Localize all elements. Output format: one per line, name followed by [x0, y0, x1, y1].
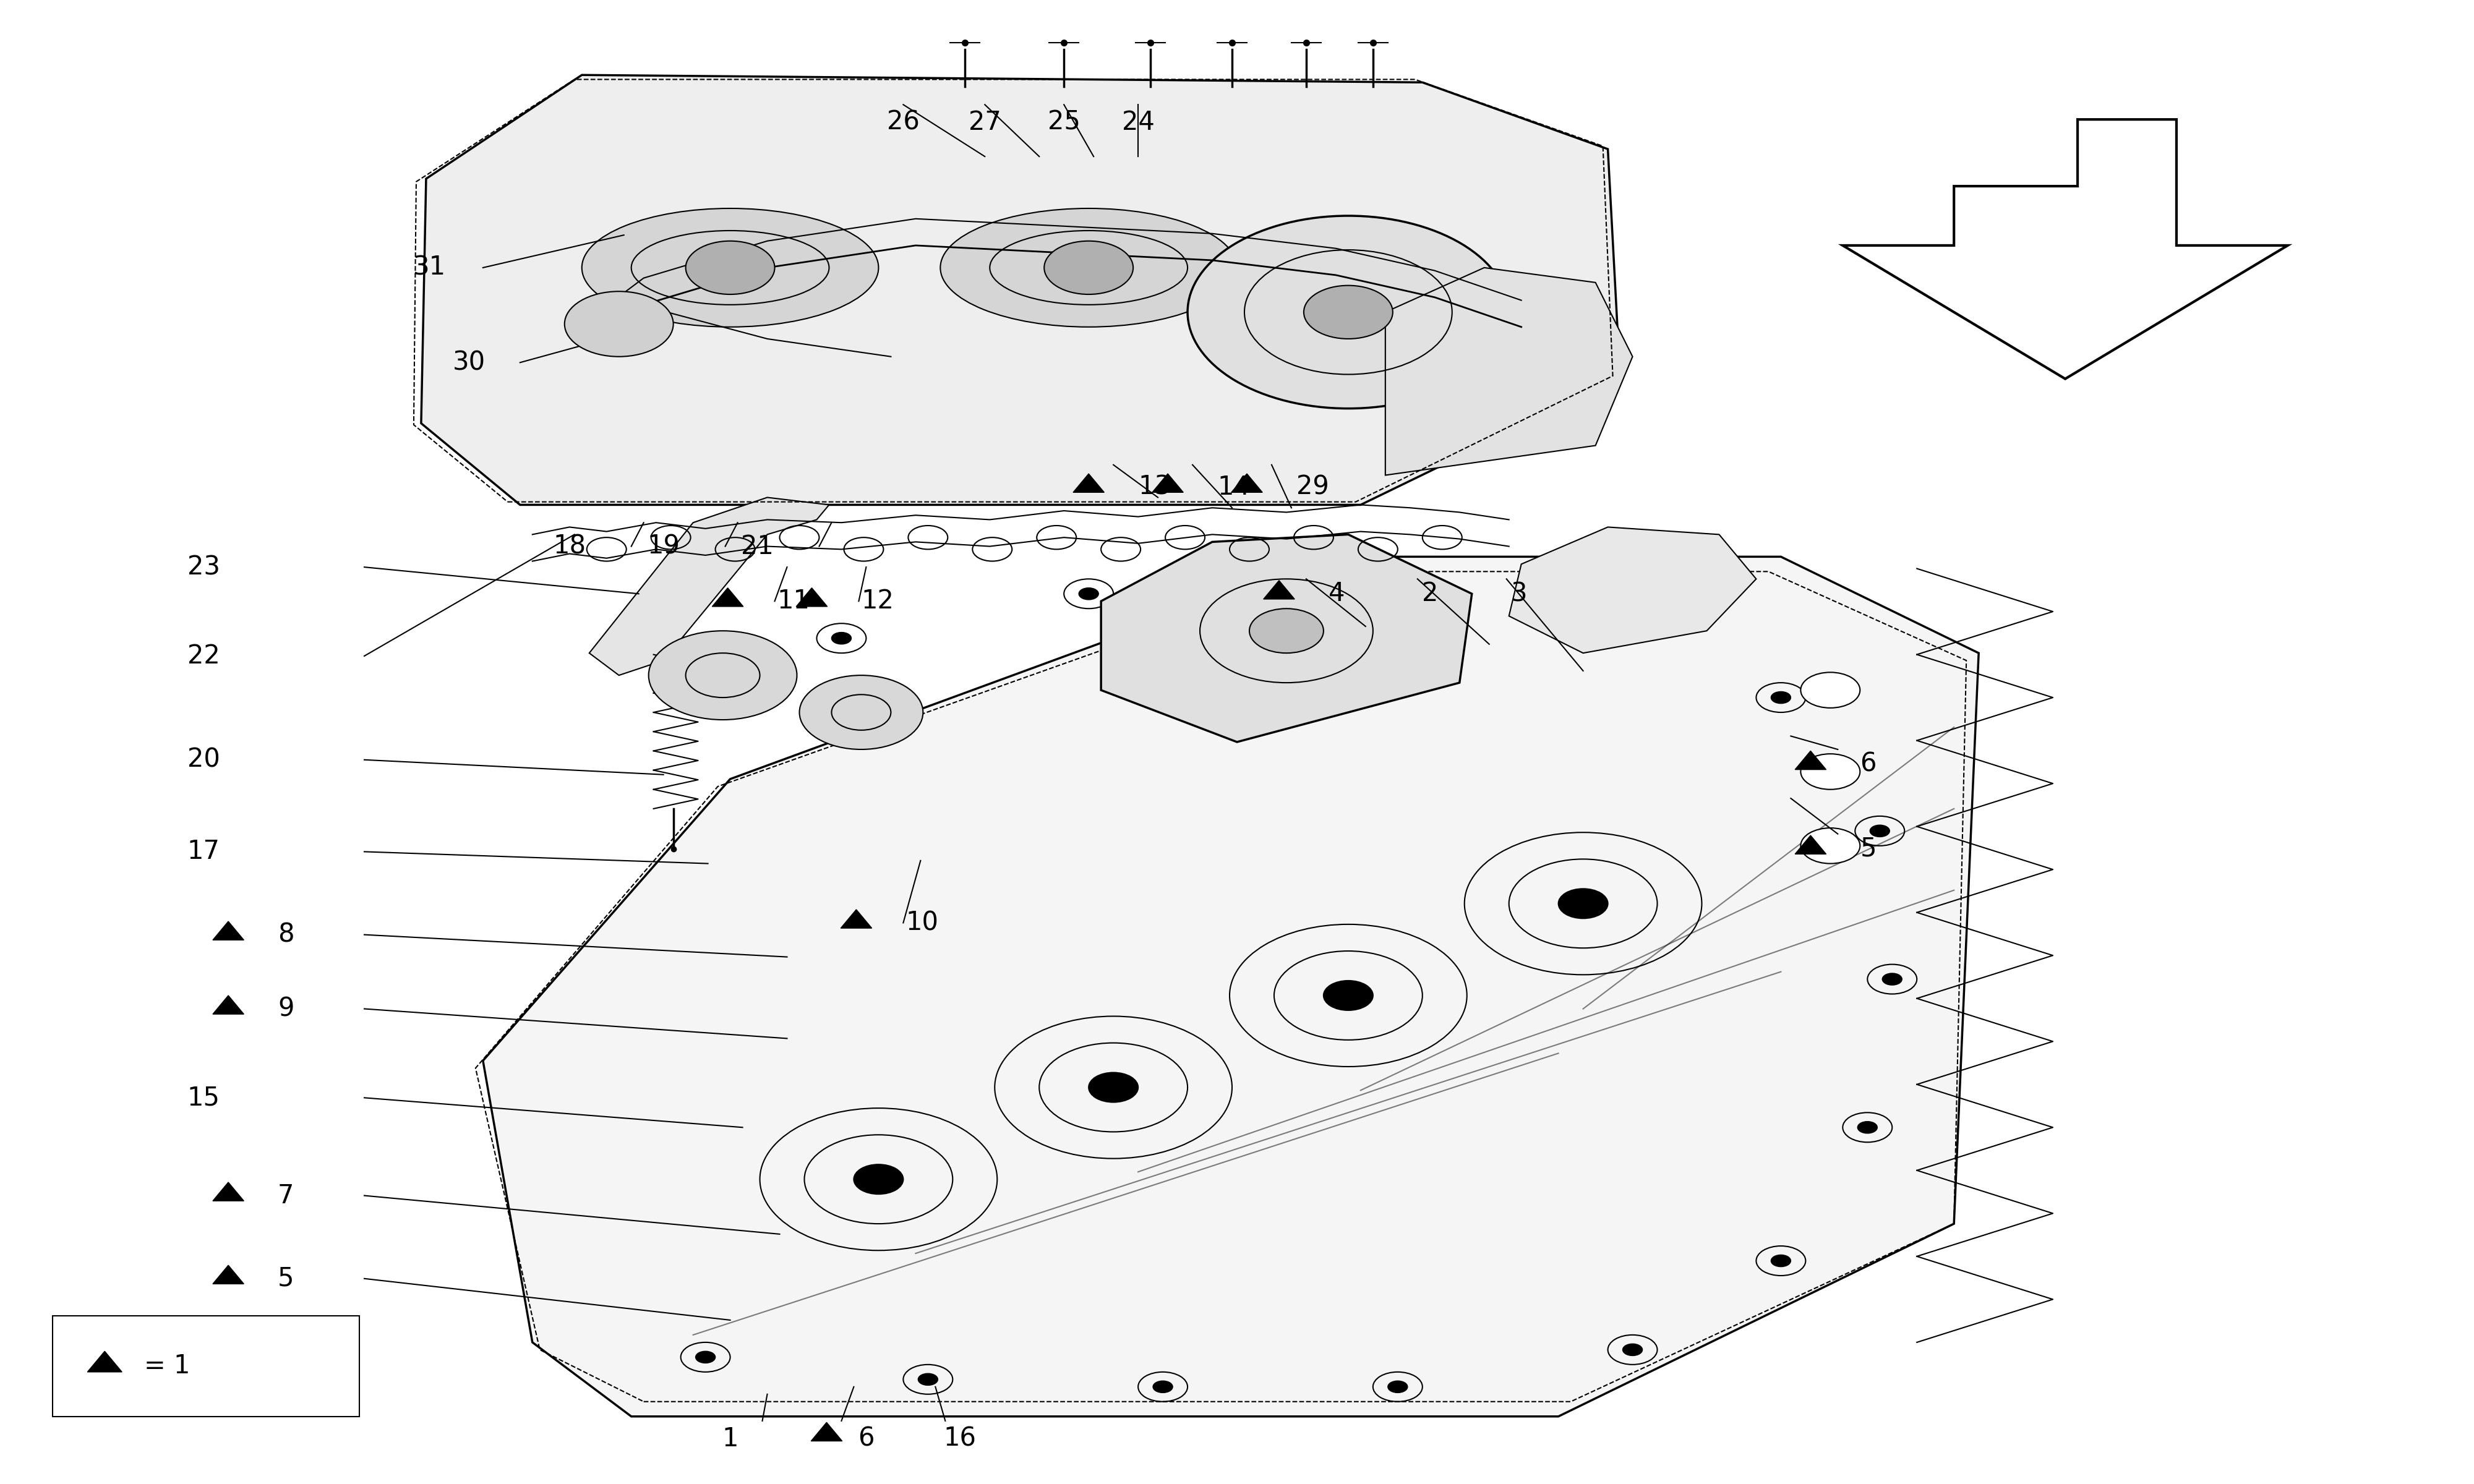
Polygon shape [421, 76, 1620, 505]
Polygon shape [589, 497, 829, 675]
Text: 1: 1 [722, 1426, 737, 1451]
Ellipse shape [940, 208, 1237, 326]
Text: 15: 15 [188, 1085, 220, 1110]
Circle shape [685, 240, 774, 294]
Circle shape [854, 1165, 903, 1195]
Text: 16: 16 [943, 1426, 977, 1451]
Circle shape [1771, 692, 1791, 703]
Text: 18: 18 [554, 533, 586, 559]
Polygon shape [1843, 119, 2288, 378]
Text: 27: 27 [967, 110, 1002, 135]
Polygon shape [213, 922, 245, 939]
Text: 4: 4 [1329, 580, 1346, 607]
Polygon shape [1153, 473, 1183, 493]
Circle shape [1324, 981, 1373, 1011]
Circle shape [1153, 1382, 1173, 1392]
Polygon shape [213, 1183, 245, 1201]
Polygon shape [482, 556, 1979, 1416]
Text: 11: 11 [777, 588, 809, 614]
Circle shape [1883, 974, 1903, 985]
Text: 2: 2 [1423, 580, 1437, 607]
Circle shape [799, 675, 923, 749]
Polygon shape [1796, 835, 1826, 855]
Text: 13: 13 [1138, 473, 1170, 500]
Text: 9: 9 [277, 996, 294, 1022]
Polygon shape [1264, 580, 1294, 600]
Circle shape [1304, 285, 1393, 338]
Circle shape [1079, 588, 1098, 600]
Polygon shape [1509, 527, 1757, 653]
Circle shape [1801, 754, 1860, 789]
Text: 23: 23 [188, 554, 220, 580]
Polygon shape [1796, 751, 1826, 770]
Circle shape [1801, 828, 1860, 864]
Polygon shape [1385, 267, 1633, 475]
Circle shape [1801, 672, 1860, 708]
Text: 10: 10 [905, 910, 938, 936]
Text: = 1: = 1 [143, 1353, 190, 1379]
Polygon shape [1232, 473, 1262, 493]
Circle shape [1044, 240, 1133, 294]
Circle shape [695, 1352, 715, 1364]
Text: 19: 19 [648, 533, 680, 559]
Circle shape [1249, 608, 1324, 653]
Text: 7: 7 [277, 1183, 294, 1208]
Text: 31: 31 [413, 255, 445, 280]
Circle shape [1858, 1122, 1878, 1134]
Circle shape [648, 631, 797, 720]
Polygon shape [713, 588, 742, 607]
Polygon shape [87, 1352, 121, 1373]
Polygon shape [213, 1266, 245, 1284]
Circle shape [1559, 889, 1608, 919]
Polygon shape [1074, 473, 1103, 493]
Text: 25: 25 [1047, 110, 1081, 135]
Text: 12: 12 [861, 588, 893, 614]
Ellipse shape [581, 208, 878, 326]
Text: 24: 24 [1121, 110, 1155, 135]
Circle shape [1561, 595, 1581, 607]
Text: 22: 22 [188, 643, 220, 669]
Text: 30: 30 [453, 350, 485, 375]
Text: 5: 5 [1860, 835, 1875, 862]
Circle shape [1771, 1255, 1791, 1267]
Text: 20: 20 [188, 746, 220, 773]
Text: 5: 5 [277, 1266, 294, 1291]
Text: 29: 29 [1296, 473, 1329, 500]
Text: 8: 8 [277, 922, 294, 948]
Text: 14: 14 [1217, 473, 1249, 500]
Polygon shape [797, 588, 826, 607]
Text: 6: 6 [1860, 751, 1875, 778]
Circle shape [1089, 1073, 1138, 1103]
Text: 21: 21 [742, 533, 774, 559]
Text: 6: 6 [858, 1426, 873, 1451]
Circle shape [1623, 1345, 1643, 1356]
Circle shape [918, 1374, 938, 1385]
Circle shape [564, 291, 673, 356]
Circle shape [1326, 580, 1346, 592]
Circle shape [831, 632, 851, 644]
Circle shape [1388, 1382, 1408, 1392]
Polygon shape [811, 1422, 841, 1441]
Text: 3: 3 [1512, 580, 1526, 607]
Circle shape [1870, 825, 1890, 837]
Polygon shape [841, 910, 871, 927]
Text: 17: 17 [188, 838, 220, 865]
Text: 26: 26 [886, 110, 920, 135]
Polygon shape [213, 996, 245, 1014]
Circle shape [1188, 215, 1509, 408]
Polygon shape [1101, 534, 1472, 742]
